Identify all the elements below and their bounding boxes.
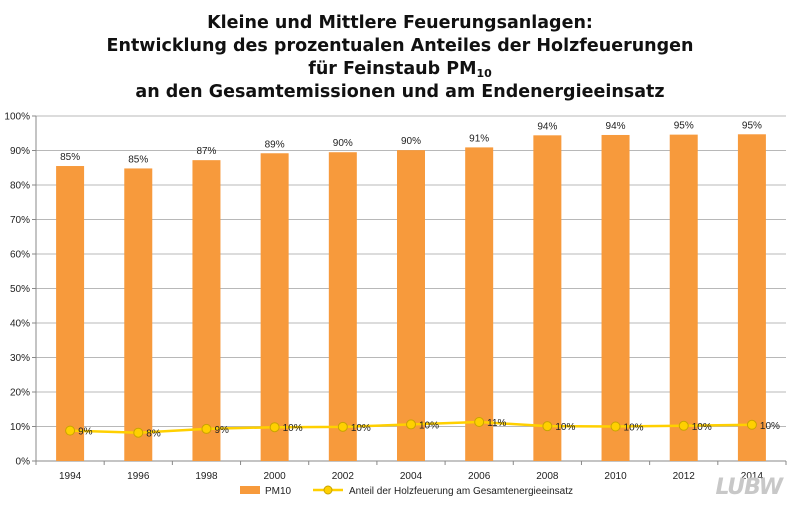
line-point [678, 420, 689, 431]
bar [328, 152, 357, 461]
title-line-3: für Feinstaub PM10 [0, 58, 800, 81]
bar [533, 135, 562, 461]
bar-data-label: 90% [401, 136, 421, 147]
bar-data-label: 95% [674, 121, 694, 132]
x-tick-label: 2008 [536, 471, 559, 482]
line-point [542, 421, 553, 432]
y-tick-label: 20% [10, 388, 30, 399]
lubw-logo: LUBW [715, 475, 783, 500]
x-tick-label: 2012 [673, 471, 696, 482]
bar [601, 134, 630, 461]
bar-data-label: 90% [333, 138, 353, 149]
line-point [474, 417, 485, 428]
title-line-1: Kleine und Mittlere Feuerungsanlagen: [207, 13, 593, 33]
bar-data-label: 85% [60, 152, 80, 163]
y-tick-label: 0% [16, 457, 31, 468]
bar [124, 168, 153, 461]
bar-data-label: 87% [196, 146, 216, 157]
line-data-label: 10% [555, 422, 575, 433]
line-point [269, 422, 280, 433]
bar-data-label: 91% [469, 133, 489, 144]
y-tick-label: 50% [10, 284, 30, 295]
bar [260, 153, 289, 461]
line-data-label: 10% [283, 423, 303, 434]
line-point [610, 421, 621, 432]
bar-data-label: 94% [537, 121, 557, 132]
x-tick-label: 2014 [741, 471, 764, 482]
line-data-label: 9% [78, 427, 93, 438]
line-data-label: 10% [760, 421, 780, 432]
x-tick-label: 1994 [59, 471, 82, 482]
title-line-3-main: für Feinstaub PM [308, 59, 477, 79]
line-data-label: 9% [214, 425, 229, 436]
x-tick-label: 2000 [264, 471, 287, 482]
y-tick-label: 10% [10, 422, 30, 433]
bar [397, 150, 425, 461]
bar-data-label: 95% [742, 120, 762, 131]
legend-swatch-pm10 [240, 486, 260, 494]
line-data-label: 10% [351, 423, 371, 434]
line-data-label: 10% [419, 420, 439, 431]
line-data-label: 10% [624, 423, 644, 434]
y-tick-label: 80% [10, 181, 30, 192]
line-data-label: 10% [692, 422, 712, 433]
line-point [201, 423, 212, 434]
x-tick-label: 2004 [400, 471, 423, 482]
title-line-3-subscript: 10 [476, 67, 492, 80]
bar [465, 147, 494, 461]
y-tick-label: 60% [10, 250, 30, 261]
x-tick-label: 1998 [195, 471, 218, 482]
bar-data-label: 94% [606, 121, 626, 132]
bar [669, 134, 698, 461]
bar [56, 166, 85, 461]
chart-title: Kleine und Mittlere Feuerungsanlagen: En… [0, 12, 800, 104]
x-tick-label: 2010 [604, 471, 627, 482]
bar-data-label: 89% [265, 139, 285, 150]
y-tick-label: 90% [10, 146, 30, 157]
bar [737, 134, 766, 461]
line-data-label: 8% [146, 429, 161, 440]
title-line-4: an den Gesamtemissionen und am Endenergi… [135, 82, 665, 102]
y-tick-label: 30% [10, 353, 30, 364]
legend-label-line: Anteil der Holzfeuerung am Gesamtenergie… [349, 486, 573, 497]
bar-data-label: 85% [128, 154, 148, 165]
legend-marker-line [323, 485, 333, 495]
x-tick-label: 2002 [332, 471, 355, 482]
title-line-2: Entwicklung des prozentualen Anteiles de… [106, 36, 694, 56]
x-tick-label: 2006 [468, 471, 491, 482]
y-tick-label: 40% [10, 319, 30, 330]
x-tick-label: 1996 [127, 471, 150, 482]
legend-label-pm10: PM10 [265, 486, 292, 497]
line-data-label: 11% [487, 418, 506, 429]
line-point [65, 425, 76, 436]
line-point [337, 421, 348, 432]
y-tick-label: 100% [4, 112, 30, 123]
line-point [133, 427, 144, 438]
bar [192, 160, 221, 461]
line-point [746, 419, 757, 430]
y-tick-label: 70% [10, 215, 30, 226]
line-point [406, 419, 416, 430]
